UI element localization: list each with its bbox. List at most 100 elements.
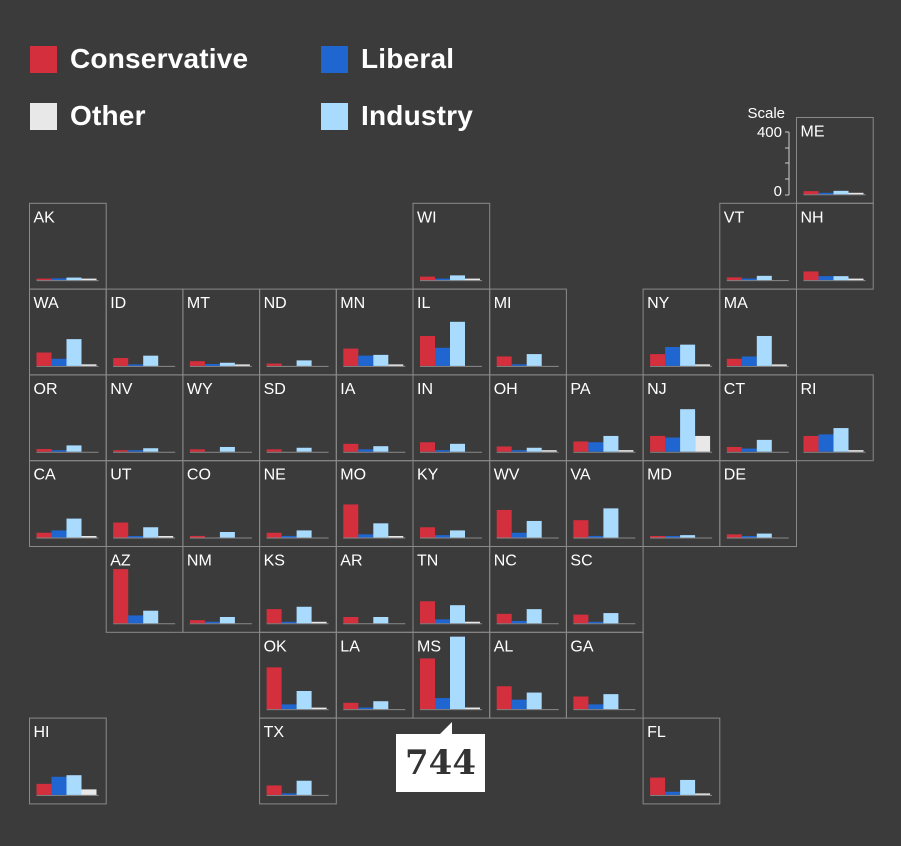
state-tile-wa[interactable]: WA [29, 288, 107, 376]
bar-liberal-nh[interactable] [818, 276, 834, 281]
bar-industry-sc[interactable] [603, 613, 619, 624]
bar-liberal-wi[interactable] [435, 278, 450, 281]
state-tile-wi[interactable]: WI [412, 202, 491, 290]
bar-conservative-fl[interactable] [650, 777, 666, 795]
bar-other-ut[interactable] [158, 536, 174, 538]
bar-liberal-az[interactable] [128, 615, 144, 624]
state-tile-nd[interactable]: ND [259, 288, 337, 376]
bar-liberal-de[interactable] [741, 536, 757, 538]
bar-conservative-ia[interactable] [343, 443, 359, 452]
state-tile-va[interactable]: VA [565, 460, 644, 548]
bar-conservative-ne[interactable] [266, 532, 282, 538]
bar-industry-la[interactable] [373, 701, 389, 710]
bar-conservative-or[interactable] [36, 449, 52, 452]
bar-conservative-nd[interactable] [266, 363, 282, 366]
state-tile-mo[interactable]: MO [335, 460, 414, 548]
bar-conservative-ut[interactable] [113, 522, 129, 538]
bar-industry-ky[interactable] [450, 530, 465, 538]
bar-other-ms[interactable] [465, 707, 480, 710]
bar-conservative-ok[interactable] [266, 667, 282, 710]
state-tile-nh[interactable]: NH [796, 202, 874, 290]
bar-conservative-la[interactable] [343, 702, 359, 710]
bar-industry-in[interactable] [450, 443, 465, 452]
bar-industry-ma[interactable] [756, 335, 772, 366]
bar-liberal-mo[interactable] [358, 534, 374, 538]
state-tile-il[interactable]: IL [412, 288, 491, 376]
state-tile-sd[interactable]: SD [259, 374, 337, 462]
bar-industry-ms[interactable] [450, 636, 465, 710]
bar-other-tn[interactable] [465, 621, 480, 624]
state-tile-ar[interactable]: AR [335, 546, 414, 633]
bar-other-ks[interactable] [311, 621, 327, 624]
bar-industry-va[interactable] [603, 508, 619, 538]
state-tile-fl[interactable]: FL [642, 717, 721, 805]
bar-liberal-ia[interactable] [358, 449, 374, 452]
bar-conservative-tn[interactable] [420, 601, 435, 624]
state-tile-nc[interactable]: NC [489, 546, 567, 633]
bar-industry-ga[interactable] [603, 694, 619, 710]
bar-liberal-sc[interactable] [588, 621, 604, 624]
bar-industry-nd[interactable] [296, 360, 312, 366]
bar-liberal-la[interactable] [358, 707, 374, 710]
bar-industry-tn[interactable] [450, 605, 465, 624]
bar-conservative-ny[interactable] [650, 354, 666, 366]
bar-industry-vt[interactable] [756, 275, 772, 281]
bar-other-mt[interactable] [234, 364, 250, 366]
bar-other-nh[interactable] [848, 278, 864, 281]
state-tile-de[interactable]: DE [719, 460, 797, 548]
state-tile-nv[interactable]: NV [105, 374, 184, 462]
state-tile-ks[interactable]: KS [259, 546, 337, 633]
state-tile-ct[interactable]: CT [719, 374, 797, 462]
bar-conservative-mi[interactable] [496, 356, 512, 366]
state-tile-ca[interactable]: CA [29, 460, 107, 548]
bar-industry-ca[interactable] [66, 518, 82, 538]
bar-liberal-ma[interactable] [741, 356, 757, 366]
state-tile-ms[interactable]: MS [412, 631, 491, 719]
bar-liberal-vt[interactable] [741, 278, 757, 281]
bar-liberal-ne[interactable] [281, 535, 297, 538]
bar-conservative-hi[interactable] [36, 783, 52, 795]
bar-industry-fl[interactable] [680, 779, 696, 795]
state-tile-tn[interactable]: TN [412, 546, 491, 633]
bar-liberal-nc[interactable] [511, 620, 527, 624]
bar-industry-ut[interactable] [143, 527, 159, 538]
state-tile-in[interactable]: IN [412, 374, 491, 462]
bar-liberal-pa[interactable] [588, 442, 604, 452]
bar-liberal-id[interactable] [128, 364, 144, 366]
bar-liberal-wv[interactable] [511, 532, 527, 538]
bar-conservative-ca[interactable] [36, 532, 52, 538]
bar-conservative-ar[interactable] [343, 617, 359, 624]
state-tile-mt[interactable]: MT [182, 288, 261, 376]
bar-industry-ak[interactable] [66, 277, 82, 281]
bar-conservative-sd[interactable] [266, 449, 282, 452]
bar-industry-wy[interactable] [219, 446, 235, 452]
state-tile-mn[interactable]: MN [335, 288, 414, 376]
bar-industry-nj[interactable] [680, 409, 696, 452]
bar-conservative-de[interactable] [726, 534, 742, 538]
bar-liberal-ks[interactable] [281, 621, 297, 624]
bar-conservative-ms[interactable] [420, 658, 435, 710]
bar-liberal-fl[interactable] [665, 791, 681, 795]
bar-liberal-nm[interactable] [204, 621, 220, 624]
state-tile-md[interactable]: MD [642, 460, 721, 548]
state-tile-ok[interactable]: OK [259, 631, 337, 719]
bar-conservative-nh[interactable] [803, 271, 819, 281]
bar-liberal-or[interactable] [51, 450, 67, 452]
state-tile-ma[interactable]: MA [719, 288, 797, 376]
bar-industry-wa[interactable] [66, 339, 82, 366]
bar-industry-md[interactable] [680, 535, 696, 538]
bar-other-ri[interactable] [848, 450, 864, 452]
bar-industry-pa[interactable] [603, 435, 619, 452]
bar-industry-ia[interactable] [373, 446, 389, 452]
bar-liberal-mn[interactable] [358, 355, 374, 366]
bar-conservative-md[interactable] [650, 536, 666, 538]
state-tile-hi[interactable]: HI [29, 717, 107, 805]
bar-industry-ar[interactable] [373, 617, 389, 624]
bar-industry-tx[interactable] [296, 780, 312, 795]
state-tile-nj[interactable]: NJ [642, 374, 721, 462]
state-tile-la[interactable]: LA [335, 631, 414, 719]
state-tile-ny[interactable]: NY [642, 288, 721, 376]
bar-industry-co[interactable] [219, 531, 235, 538]
state-tile-ga[interactable]: GA [565, 631, 644, 719]
bar-conservative-ct[interactable] [726, 446, 742, 452]
